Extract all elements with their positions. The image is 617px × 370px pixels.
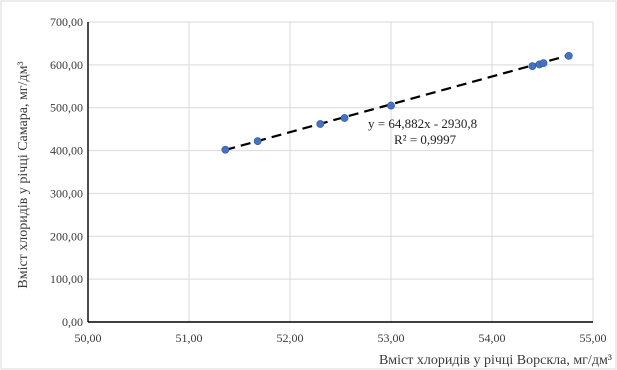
x-tick-labels: 50,00 51,00 52,00 53,00 54,00 55,00 [75, 331, 607, 345]
data-point [539, 59, 548, 68]
x-tick-label: 51,00 [176, 331, 203, 345]
x-tick-label: 53,00 [378, 331, 405, 345]
trendline-equation: y = 64,882x - 2930,8 [368, 116, 477, 131]
x-tick-label: 50,00 [75, 331, 102, 345]
y-axis-title: Вміст хлоридів у річці Самара, мг/дм³ [16, 61, 31, 288]
data-point [528, 62, 537, 71]
x-tick-label: 54,00 [479, 331, 506, 345]
gridlines [88, 21, 594, 322]
data-point [340, 114, 349, 122]
y-tick-label: 200,00 [50, 229, 83, 243]
x-axis-title: Вміст хлоридів у річці Ворскла, мг/дм³ [379, 353, 612, 368]
y-tick-label: 100,00 [50, 272, 83, 286]
trendline-r-squared: R² = 0,9997 [394, 132, 457, 147]
axes [87, 22, 593, 323]
y-tick-label: 0,00 [62, 315, 83, 329]
trendline [225, 54, 570, 151]
data-point [387, 101, 395, 110]
data-point [221, 145, 230, 154]
x-tick-label: 52,00 [277, 331, 304, 345]
data-points [221, 51, 573, 154]
y-tick-label: 600,00 [50, 58, 83, 72]
y-tick-label: 500,00 [50, 101, 83, 115]
y-tick-label: 300,00 [50, 186, 83, 200]
data-point [564, 51, 573, 60]
x-tick-label: 55,00 [580, 331, 607, 345]
y-tick-label: 700,00 [50, 15, 83, 29]
data-point [253, 137, 262, 146]
annotations: y = 64,882x - 2930,8 R² = 0,9997 Вміст х… [16, 61, 612, 368]
y-tick-labels: 0,00 100,00 200,00 300,00 400,00 500,00 600,00… [50, 15, 83, 329]
y-tick-label: 400,00 [50, 144, 83, 158]
trendline-group [225, 54, 570, 151]
data-point [316, 120, 325, 128]
